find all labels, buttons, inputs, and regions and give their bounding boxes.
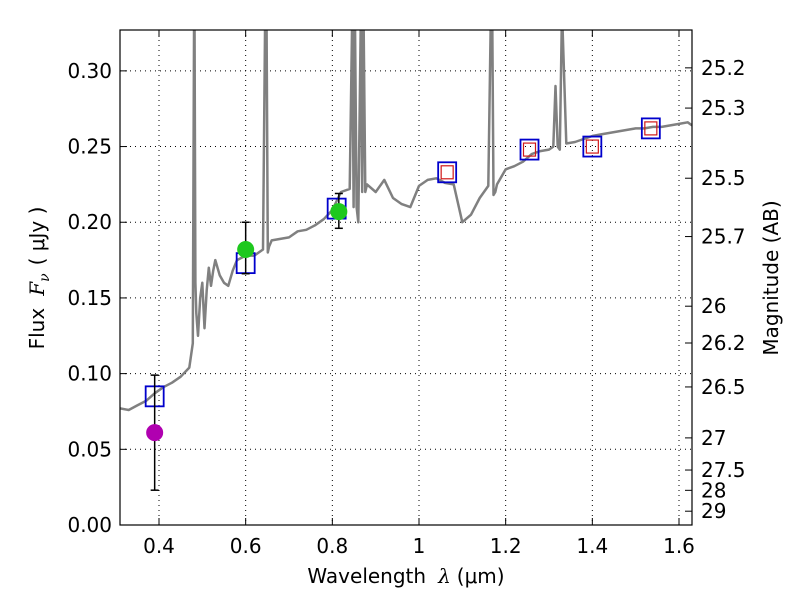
x-tick-label: 0.6: [230, 534, 262, 558]
y-tick-label: 0.15: [67, 286, 112, 310]
x-tick-label: 1.4: [576, 534, 608, 558]
magnitude-tick-label: 26.5: [701, 375, 746, 399]
model-photometry-squares: [144, 117, 661, 408]
observed-points: [146, 192, 348, 491]
model-photometry-square: [582, 135, 603, 158]
model-photometry-inner-square: [522, 142, 537, 157]
model-photometry-inner-square: [585, 139, 599, 154]
model-photometry-square: [437, 161, 458, 184]
magnitude-tick-label: 29: [701, 499, 726, 523]
model-photometry-inner-square: [644, 121, 658, 136]
x-axis-title: Wavelength λ (μm): [307, 564, 504, 588]
magnitude-tick-label: 27: [701, 426, 726, 450]
y-tick-label: 0.05: [67, 437, 112, 461]
x-tick-label: 0.8: [316, 534, 348, 558]
magnitude-tick-label: 26.2: [701, 331, 746, 355]
x-tick-label: 1: [413, 534, 426, 558]
grid: [120, 30, 692, 526]
y-axis-title: FluxFν( μJy ): [25, 207, 53, 350]
magnitude-axis-title: Magnitude (AB): [759, 200, 783, 355]
y-tick-label: 0.00: [67, 513, 112, 537]
x-axis-ticks: 0.4 0.6 0.8 1 1.2 1.4 1.6: [143, 30, 695, 558]
observed-point: [146, 424, 164, 442]
y-tick-label: 0.10: [67, 362, 112, 386]
x-tick-label: 1.2: [490, 534, 522, 558]
y-tick-label: 0.30: [67, 59, 112, 83]
plot-area: [120, 30, 692, 525]
model-photometry-square: [640, 117, 661, 140]
magnitude-tick-label: 28: [701, 478, 726, 502]
magnitude-tick-label: 25.3: [701, 96, 746, 120]
magnitude-tick-label: 25.7: [701, 225, 746, 249]
observed-point: [237, 240, 255, 258]
observed-point: [330, 203, 348, 221]
model-photometry-inner-square: [440, 165, 454, 180]
model-spectrum-line: [120, 30, 692, 412]
magnitude-tick-label: 26: [701, 294, 726, 318]
y-axis-ticks: 0.00 0.05 0.10 0.15 0.20 0.25 0.30: [67, 59, 127, 537]
magnitude-tick-label: 27.5: [701, 458, 746, 482]
magnitude-tick-label: 25.5: [701, 166, 746, 190]
x-tick-label: 0.4: [143, 534, 175, 558]
magnitude-tick-label: 25.2: [701, 56, 746, 80]
plot-frame: [119, 29, 693, 526]
y-tick-label: 0.20: [67, 210, 112, 234]
model-photometry-square: [519, 138, 540, 161]
x-tick-label: 1.6: [663, 534, 695, 558]
y-tick-label: 0.25: [67, 135, 112, 159]
